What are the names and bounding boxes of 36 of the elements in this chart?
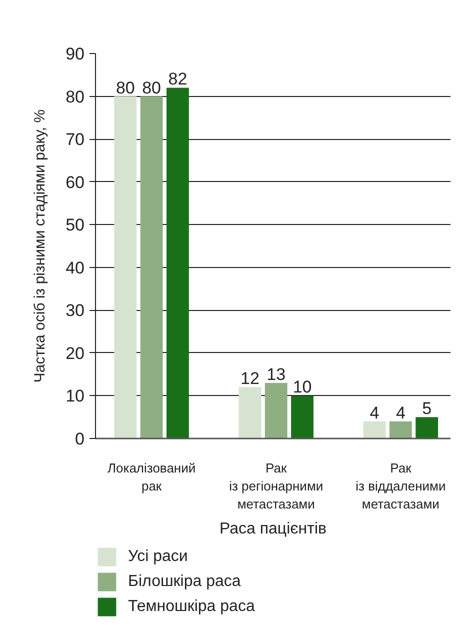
- legend-label: Темношкіра раса: [128, 596, 255, 616]
- y-tick-label: 60: [66, 172, 85, 192]
- data-label: 82: [168, 70, 188, 89]
- x-tick-label: Рак із регіонарними метастазами: [229, 460, 324, 512]
- bar: [166, 88, 189, 438]
- y-axis-title: Частка осіб із різними стадіями раку, %: [32, 109, 49, 383]
- bar: [416, 417, 438, 438]
- bar: [238, 387, 262, 438]
- y-tick-label: 70: [66, 130, 85, 150]
- data-label: 80: [142, 78, 162, 98]
- y-tick-label: 80: [66, 87, 85, 106]
- data-label: 80: [116, 78, 135, 98]
- x-tick-label: Локалізований рак: [107, 460, 196, 494]
- data-label: 13: [266, 364, 286, 384]
- y-tick-label: 30: [66, 301, 85, 320]
- y-tick-label: 90: [66, 44, 85, 64]
- bar: [140, 96, 163, 438]
- data-label: 10: [292, 378, 312, 397]
- bar: [114, 96, 137, 438]
- y-tick-label: 0: [75, 430, 85, 448]
- bar: [389, 421, 412, 438]
- x-axis-title: Раса пацієнтів: [219, 520, 327, 538]
- legend-label: Усі раси: [128, 546, 188, 566]
- y-tick-label: 40: [66, 258, 85, 278]
- x-tick-label: Рак із віддаленими метастазами: [356, 460, 446, 512]
- y-tick-label: 10: [66, 386, 85, 406]
- data-label: 12: [240, 369, 260, 388]
- bar: [363, 421, 386, 438]
- bar: [264, 382, 288, 438]
- data-label: 4: [370, 403, 380, 422]
- data-label: 5: [422, 399, 432, 418]
- legend-label: Білошкіра раса: [128, 572, 241, 592]
- y-tick-label: 50: [66, 216, 85, 235]
- y-tick-label: 20: [66, 344, 85, 363]
- bar: [291, 396, 314, 438]
- data-label: 4: [396, 403, 406, 422]
